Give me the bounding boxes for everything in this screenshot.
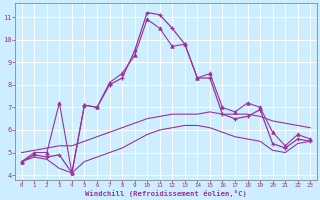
X-axis label: Windchill (Refroidissement éolien,°C): Windchill (Refroidissement éolien,°C): [85, 190, 247, 197]
